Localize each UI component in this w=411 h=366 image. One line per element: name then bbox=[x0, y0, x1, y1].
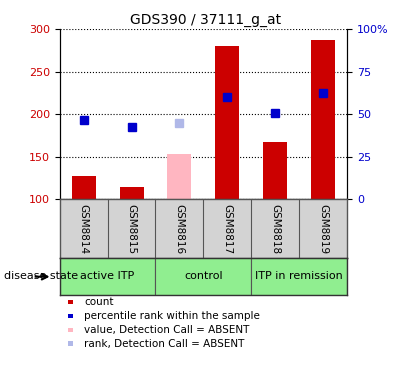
Bar bbox=[168, 154, 192, 199]
Text: disease state: disease state bbox=[4, 271, 78, 281]
Text: GSM8814: GSM8814 bbox=[79, 204, 88, 254]
Text: ITP in remission: ITP in remission bbox=[256, 271, 343, 281]
Text: active ITP: active ITP bbox=[81, 271, 135, 281]
Text: GSM8817: GSM8817 bbox=[222, 204, 232, 254]
Bar bbox=[60, 258, 155, 295]
Bar bbox=[252, 258, 347, 295]
Text: GDS390 / 37111_g_at: GDS390 / 37111_g_at bbox=[130, 13, 281, 27]
Text: GSM8816: GSM8816 bbox=[175, 204, 185, 254]
Bar bbox=[311, 40, 335, 199]
Text: GSM8818: GSM8818 bbox=[270, 204, 280, 254]
Text: percentile rank within the sample: percentile rank within the sample bbox=[84, 311, 260, 321]
Bar bbox=[215, 46, 239, 199]
Text: GSM8815: GSM8815 bbox=[127, 204, 136, 254]
Text: count: count bbox=[84, 297, 114, 307]
Bar bbox=[155, 258, 252, 295]
Text: rank, Detection Call = ABSENT: rank, Detection Call = ABSENT bbox=[84, 339, 245, 349]
Bar bbox=[263, 142, 287, 199]
Bar bbox=[120, 187, 143, 199]
Bar bbox=[72, 176, 95, 199]
Text: control: control bbox=[184, 271, 223, 281]
Text: GSM8819: GSM8819 bbox=[319, 204, 328, 254]
Text: value, Detection Call = ABSENT: value, Detection Call = ABSENT bbox=[84, 325, 249, 335]
